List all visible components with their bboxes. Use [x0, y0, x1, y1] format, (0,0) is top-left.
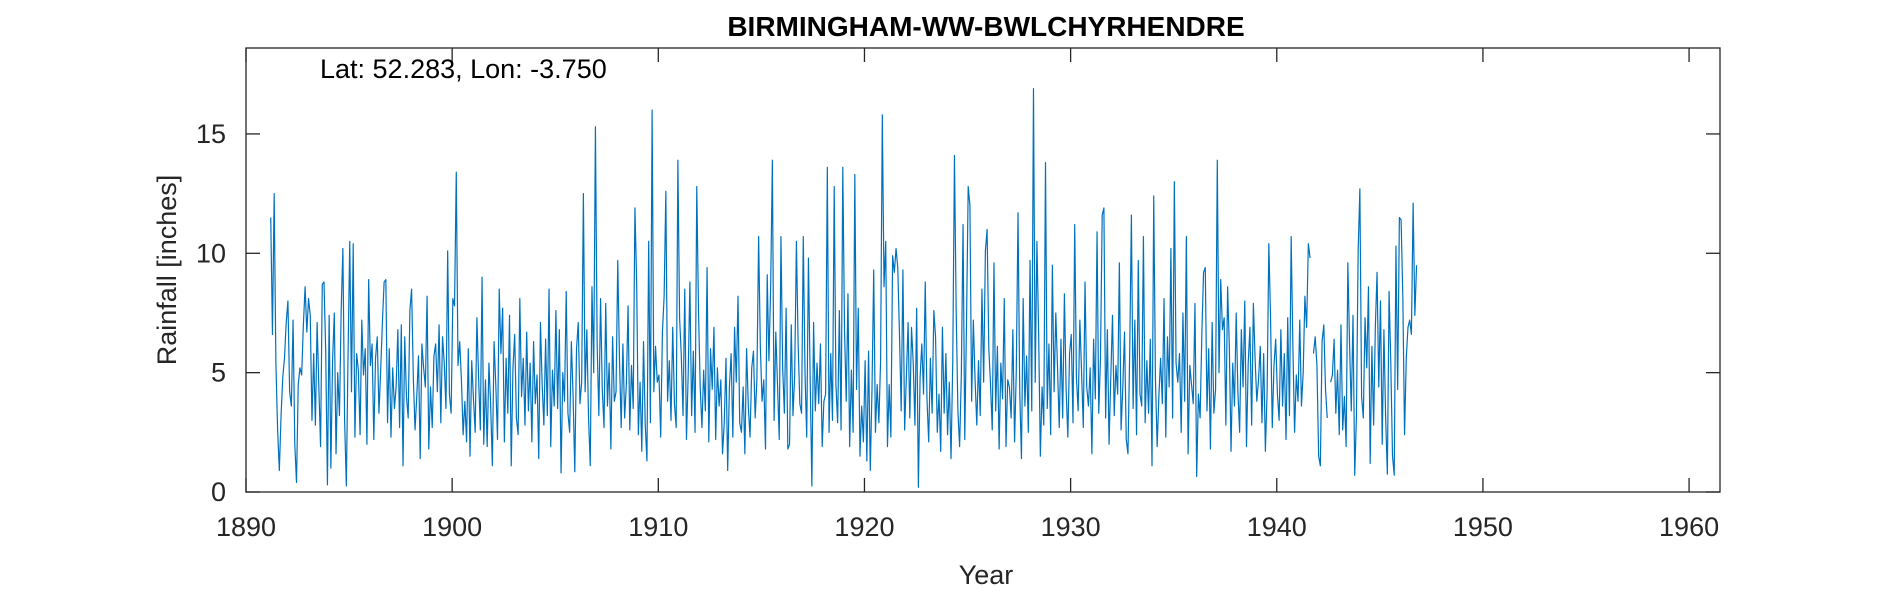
- plot-area: [246, 48, 1720, 492]
- y-tick-label-0: 0: [211, 477, 226, 507]
- x-axis: 1890 1900 1910 1920 1930 1940 1950 1960: [216, 48, 1719, 542]
- rainfall-line-segment-0-2: [1330, 188, 1418, 476]
- location-annotation: Lat: 52.283, Lon: -3.750: [320, 54, 607, 84]
- x-tick-label-1910: 1910: [628, 512, 688, 542]
- x-tick-label-1900: 1900: [422, 512, 482, 542]
- y-tick-label-5: 5: [211, 358, 226, 388]
- y-tick-label-10: 10: [196, 238, 226, 268]
- rainfall-line-segment-0-1: [1312, 324, 1328, 467]
- x-tick-label-1950: 1950: [1453, 512, 1513, 542]
- plot-frame: [245, 47, 1721, 493]
- y-tick-label-15: 15: [196, 119, 226, 149]
- y-axis-label: Rainfall [inches]: [152, 175, 182, 366]
- x-tick-label-1930: 1930: [1041, 512, 1101, 542]
- x-tick-label-1890: 1890: [216, 512, 276, 542]
- data-line-group: [270, 87, 1418, 488]
- x-tick-label-1940: 1940: [1247, 512, 1307, 542]
- x-tick-label-1920: 1920: [834, 512, 894, 542]
- y-axis: 0 5 10 15: [196, 119, 1720, 507]
- x-axis-label: Year: [959, 560, 1014, 590]
- x-tick-label-1960: 1960: [1659, 512, 1719, 542]
- rainfall-line-segment-0-0: [270, 87, 1311, 488]
- chart-title: BIRMINGHAM-WW-BWLCHYRHENDRE: [727, 11, 1244, 42]
